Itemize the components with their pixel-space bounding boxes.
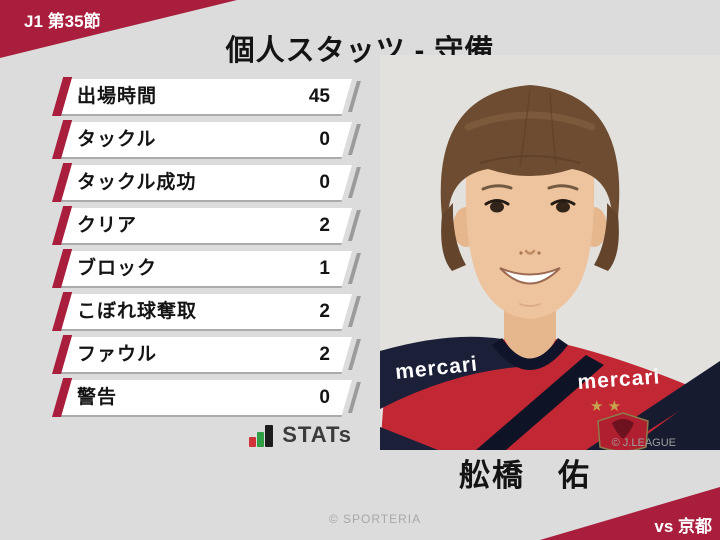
player-photo: mercari mercari ★ ★	[380, 55, 720, 452]
stat-row: クリア 2	[0, 206, 400, 245]
stat-value: 2	[319, 344, 330, 365]
jersey-stars: ★ ★	[590, 398, 621, 415]
jersey: mercari mercari ★ ★	[380, 336, 720, 452]
stat-label: こぼれ球奪取	[77, 301, 198, 322]
stat-label: タックル	[77, 129, 157, 150]
stat-value: 2	[319, 215, 330, 236]
stat-label: タックル成功	[77, 172, 197, 193]
stat-row: 出場時間 45	[0, 77, 400, 116]
stat-value: 0	[319, 129, 330, 150]
stat-value: 1	[319, 258, 330, 279]
stat-row: ブロック 1	[0, 249, 400, 288]
stats-list: 出場時間 45 タックル 0 タックル成功 0 クリア 2	[0, 77, 400, 423]
stat-label: ブロック	[77, 258, 158, 279]
stat-row: タックル 0	[0, 120, 400, 159]
stat-value: 45	[308, 86, 330, 107]
stat-label: ファウル	[77, 344, 158, 365]
footer-credit: © SPORTERIA	[328, 512, 422, 526]
stat-label: 出場時間	[77, 86, 158, 107]
opponent-label: vs 京都	[654, 517, 712, 536]
round-label: J1 第35節	[24, 12, 101, 31]
stats-bars-icon	[249, 425, 274, 447]
player-portrait: mercari mercari ★ ★	[380, 55, 720, 452]
photo-credit: © J.LEAGUE	[611, 437, 676, 449]
stat-value: 2	[319, 301, 330, 322]
stat-row: 警告 0	[0, 378, 400, 417]
stat-value: 0	[319, 172, 330, 193]
stat-value: 0	[319, 387, 330, 408]
stats-logo-text: STATs	[282, 422, 352, 447]
stat-label: 警告	[77, 387, 118, 408]
player-hair	[440, 85, 620, 271]
stat-row: ファウル 2	[0, 335, 400, 374]
stats-logo: STATs	[58, 421, 352, 447]
stat-row: タックル成功 0	[0, 163, 400, 202]
player-name: 舩橋 佑	[459, 458, 591, 493]
stat-label: クリア	[77, 215, 138, 236]
stat-row: こぼれ球奪取 2	[0, 292, 400, 331]
